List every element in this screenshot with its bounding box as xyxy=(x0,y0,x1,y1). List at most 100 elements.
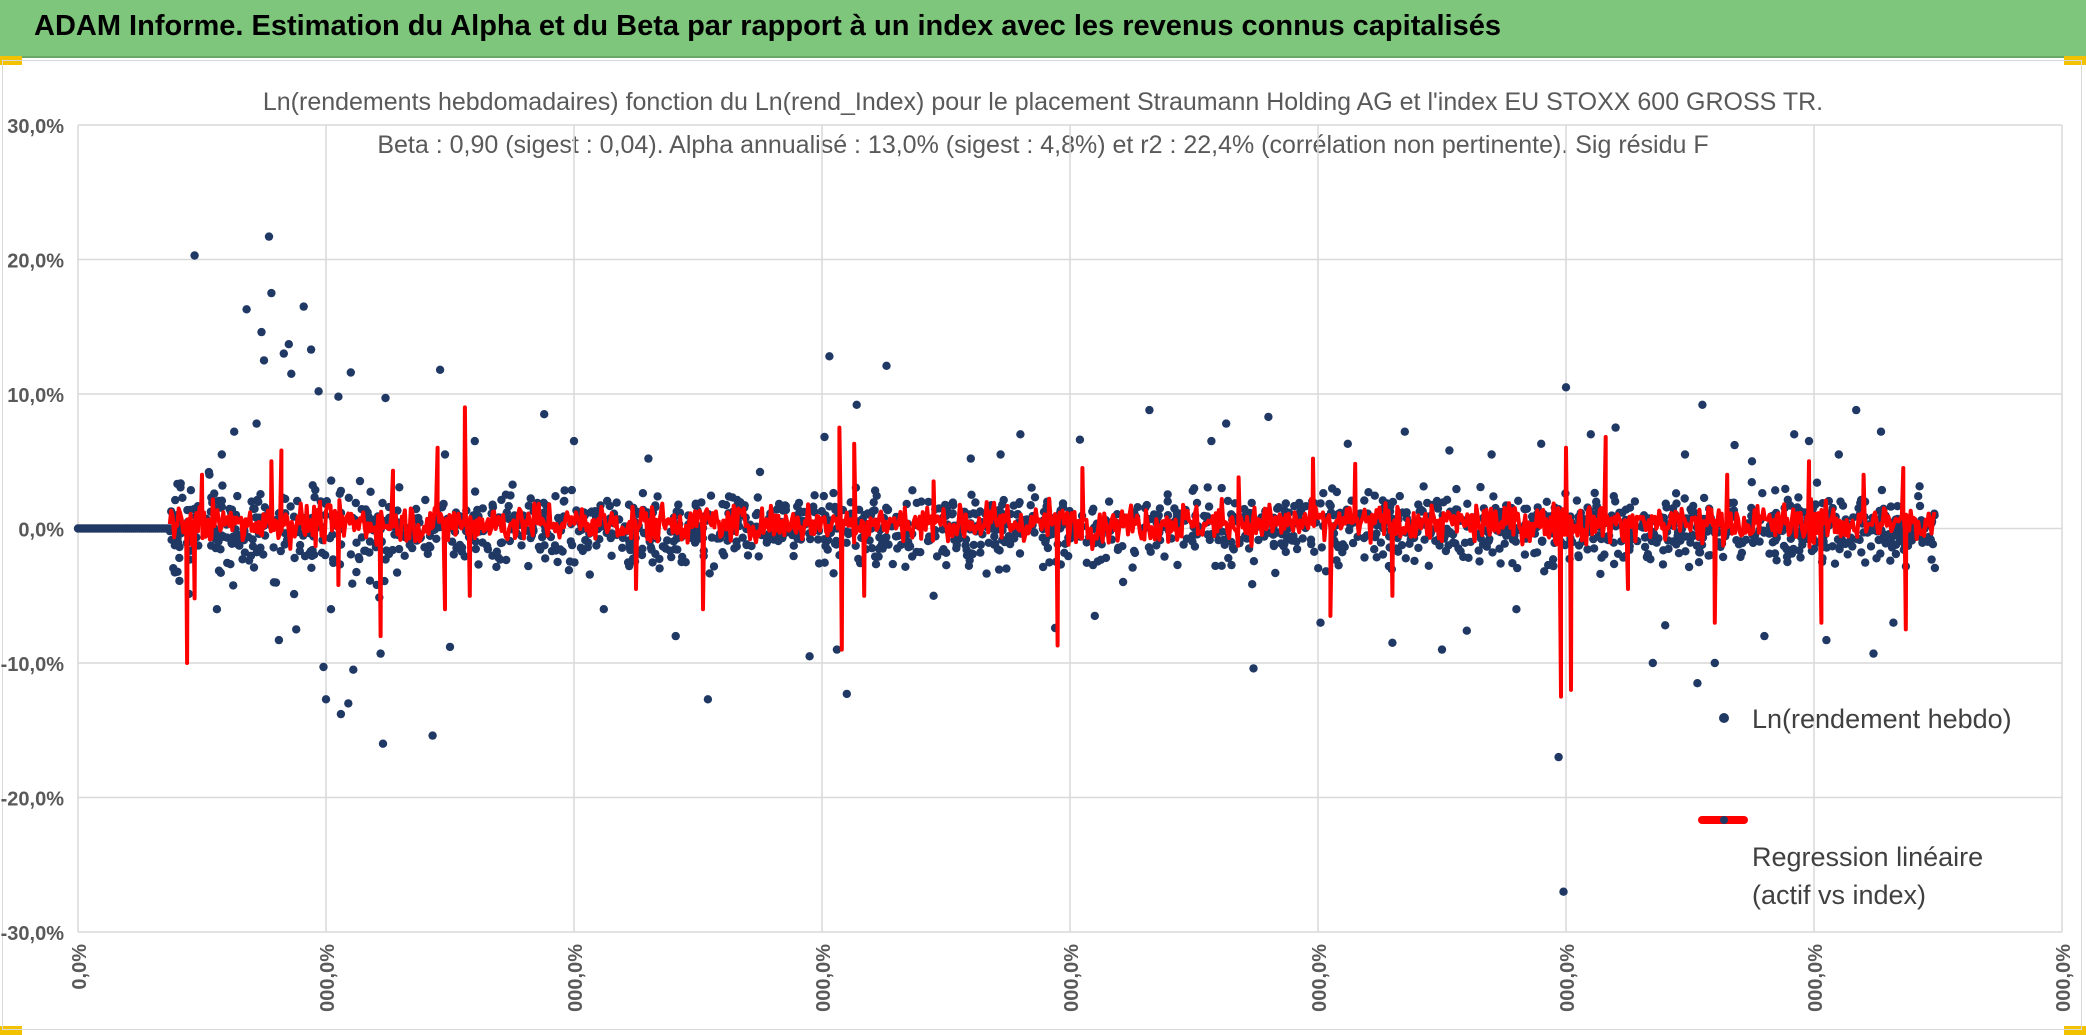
scatter-point xyxy=(1783,557,1792,567)
scatter-point xyxy=(672,534,681,543)
scatter-point xyxy=(1537,439,1546,448)
scatter-point xyxy=(470,436,479,446)
scatter-point xyxy=(564,566,574,575)
scatter-point xyxy=(248,535,257,544)
scatter-point xyxy=(908,552,917,561)
scatter-point xyxy=(314,387,323,396)
scatter-point xyxy=(1064,551,1073,561)
scatter-point xyxy=(1281,547,1291,557)
scatter-point xyxy=(872,491,881,500)
scatter-point xyxy=(884,540,893,549)
scatter-point xyxy=(718,548,727,557)
scatter-point xyxy=(888,559,897,569)
scatter-point xyxy=(1836,497,1845,506)
scatter-point xyxy=(449,550,458,559)
scatter-point xyxy=(648,558,657,567)
scatter-point xyxy=(222,533,232,542)
scatter-point xyxy=(794,498,804,508)
scatter-point xyxy=(599,605,608,614)
scatter-point xyxy=(982,569,991,578)
scatter-point xyxy=(1173,560,1182,570)
scatter-point xyxy=(1630,497,1640,506)
scatter-point xyxy=(1915,482,1924,491)
scatter-point xyxy=(1671,489,1681,498)
scatter-point xyxy=(1038,562,1048,572)
scatter-point xyxy=(1699,493,1709,503)
scatter-point xyxy=(1907,536,1917,545)
scatter-point xyxy=(1857,548,1866,557)
scatter-point xyxy=(492,562,501,572)
scatter-point xyxy=(1217,561,1226,570)
scatter-point xyxy=(1133,503,1142,512)
scatter-point xyxy=(1540,567,1549,576)
scatter-point xyxy=(820,432,829,442)
scatter-point xyxy=(1281,499,1291,508)
scatter-point xyxy=(1513,563,1522,573)
scatter-point xyxy=(762,536,772,545)
scatter-point xyxy=(420,543,429,552)
scatter-point xyxy=(1861,558,1870,567)
scatter-point xyxy=(1561,383,1571,392)
scatter-point xyxy=(1118,577,1128,587)
scatter-point xyxy=(1611,423,1620,432)
x-tick-label: 000,0% xyxy=(317,944,339,1012)
scatter-point xyxy=(1928,540,1938,549)
scatter-point xyxy=(819,491,828,501)
scatter-point xyxy=(990,532,999,541)
scatter-point xyxy=(474,560,483,569)
scatter-point xyxy=(1886,556,1895,565)
scatter-point xyxy=(1770,549,1780,558)
scatter-point xyxy=(1015,549,1025,558)
scatter-point xyxy=(1297,505,1306,515)
scatter-point xyxy=(797,508,807,517)
scatter-point xyxy=(623,558,633,567)
scatter-point xyxy=(655,564,664,573)
scatter-point xyxy=(292,625,301,634)
x-tick-label: 000,0% xyxy=(1557,944,1579,1012)
scatter-point xyxy=(448,537,457,546)
scatter-point xyxy=(1452,484,1461,494)
scatter-point xyxy=(171,495,180,505)
scatter-point xyxy=(772,505,782,514)
scatter-point xyxy=(1340,542,1349,552)
scatter-point xyxy=(587,507,596,516)
scatter-point xyxy=(718,499,727,509)
chart-subtitle: Beta : 0,90 (sigest : 0,04). Alpha annua… xyxy=(377,131,1709,159)
scatter-point xyxy=(971,498,980,507)
scatter-point xyxy=(1836,541,1845,550)
scatter-point xyxy=(1688,530,1697,539)
scatter-point xyxy=(400,551,409,560)
scatter-point xyxy=(1613,549,1623,558)
scatter-point xyxy=(186,486,196,495)
scatter-point xyxy=(1273,504,1282,513)
scatter-point xyxy=(488,500,497,509)
scatter-point xyxy=(1760,631,1769,641)
scatter-point xyxy=(1698,400,1707,409)
scatter-point xyxy=(1893,502,1902,511)
scatter-point xyxy=(1219,535,1228,545)
scatter-point xyxy=(176,479,185,488)
scatter-point xyxy=(916,548,925,557)
scatter-point xyxy=(1030,493,1040,502)
scatter-point xyxy=(605,501,614,511)
scatter-point xyxy=(813,535,823,544)
scatter-point xyxy=(583,538,593,547)
scatter-point xyxy=(1370,545,1379,554)
scatter-point xyxy=(810,491,819,500)
scatter-point xyxy=(743,551,753,560)
scatter-point xyxy=(1271,568,1280,578)
scatter-point xyxy=(1437,645,1447,654)
scatter-point xyxy=(644,454,653,463)
scatter-point xyxy=(996,450,1005,459)
scatter-point xyxy=(1314,564,1323,573)
scatter-point xyxy=(882,503,891,512)
scatter-point xyxy=(569,436,579,446)
scatter-point xyxy=(730,544,739,553)
scatter-point xyxy=(1345,526,1354,535)
scatter-point xyxy=(1597,553,1606,562)
scatter-point xyxy=(366,487,375,496)
chart-frame xyxy=(2,60,2082,1030)
scatter-point xyxy=(1680,450,1690,459)
scatter-point xyxy=(384,549,394,559)
